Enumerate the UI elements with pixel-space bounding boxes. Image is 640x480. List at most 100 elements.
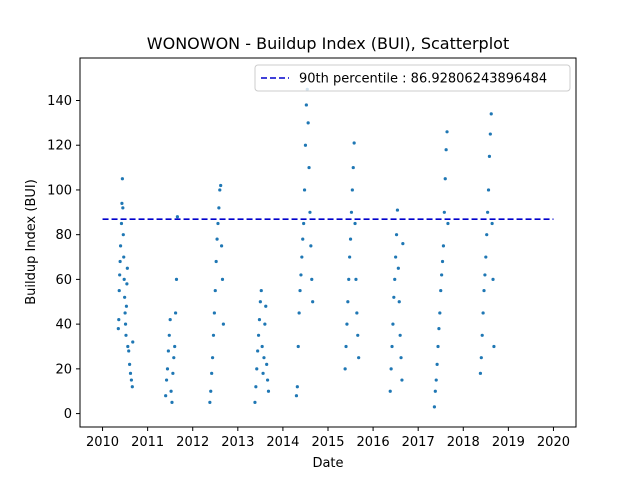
data-point: [265, 378, 270, 382]
data-point: [492, 344, 496, 349]
data-point: [350, 188, 354, 192]
data-point: [209, 389, 213, 393]
data-point: [438, 311, 442, 315]
data-point: [122, 277, 126, 281]
data-point: [392, 295, 396, 299]
data-point: [294, 394, 299, 398]
data-point: [173, 311, 178, 315]
data-point: [436, 344, 440, 349]
data-point: [400, 378, 404, 382]
data-point: [488, 132, 492, 136]
data-point: [264, 304, 268, 308]
data-point: [219, 183, 223, 188]
data-point: [255, 367, 259, 371]
data-point: [398, 333, 402, 337]
data-point: [349, 210, 354, 214]
data-point: [168, 318, 172, 322]
data-point: [172, 356, 176, 360]
x-axis-label: Date: [312, 456, 343, 471]
data-point: [397, 300, 401, 304]
data-point: [308, 210, 312, 214]
data-points: [116, 87, 496, 409]
legend-frame: [254, 64, 571, 92]
x-tick-label: 2015: [311, 435, 344, 450]
y-axis-label: Buildup Index (BUI): [24, 179, 39, 305]
data-point: [117, 288, 121, 293]
data-point: [221, 322, 225, 326]
data-point: [131, 340, 135, 344]
data-point: [390, 344, 394, 349]
x-tick-label: 2011: [131, 435, 164, 450]
data-point: [262, 356, 266, 360]
data-point: [302, 188, 307, 192]
data-point: [120, 177, 124, 181]
data-point: [116, 327, 120, 331]
data-point: [345, 322, 349, 326]
data-point: [491, 277, 495, 281]
data-point: [256, 349, 260, 353]
data-point: [118, 244, 123, 248]
data-point: [166, 349, 170, 353]
data-point: [299, 273, 303, 277]
data-point: [439, 288, 443, 293]
data-point: [121, 233, 125, 237]
data-point: [175, 215, 179, 219]
data-point: [343, 367, 347, 371]
data-point: [119, 221, 124, 226]
data-point: [441, 244, 446, 248]
x-tick-label: 2016: [357, 435, 390, 450]
data-point: [395, 208, 400, 212]
data-point: [295, 385, 299, 389]
chart-title: WONOWON - Buildup Index (BUI), Scatterpl…: [147, 34, 509, 53]
data-point: [353, 221, 357, 226]
data-point: [117, 318, 121, 322]
data-point: [485, 233, 489, 237]
data-point: [266, 389, 271, 393]
x-tick-label: 2020: [537, 435, 570, 450]
data-point: [304, 103, 308, 107]
data-point: [298, 288, 302, 293]
data-point: [125, 282, 129, 286]
y-tick-label: 0: [64, 407, 72, 422]
x-tick-label: 2013: [221, 435, 254, 450]
data-point: [126, 344, 130, 349]
data-point: [354, 277, 358, 281]
data-point: [483, 273, 487, 277]
data-point: [309, 244, 313, 248]
data-point: [173, 344, 177, 349]
data-point: [296, 344, 300, 349]
data-point: [478, 371, 483, 375]
data-point: [253, 400, 257, 404]
data-point: [443, 177, 447, 181]
data-point: [435, 362, 439, 366]
data-point: [445, 130, 449, 134]
data-point: [257, 318, 262, 322]
y-axis-ticks: 0 20 40 60 80 100 120 140: [47, 94, 80, 422]
data-point: [479, 356, 483, 360]
data-point: [444, 148, 448, 152]
data-point: [213, 288, 217, 293]
x-tick-label: 2017: [402, 435, 435, 450]
data-point: [164, 378, 169, 382]
data-point: [118, 273, 122, 277]
data-point: [434, 378, 438, 382]
data-point: [306, 121, 310, 125]
data-point: [437, 327, 441, 331]
data-point: [121, 206, 125, 210]
data-point: [210, 371, 214, 375]
data-point: [389, 367, 393, 371]
data-point: [391, 322, 395, 326]
data-point: [219, 244, 224, 248]
data-point: [254, 385, 258, 389]
y-tick-label: 140: [47, 94, 72, 109]
data-point: [310, 277, 314, 281]
data-point: [388, 389, 392, 393]
data-point: [490, 221, 494, 226]
x-tick-label: 2014: [266, 435, 299, 450]
data-point: [122, 255, 126, 259]
data-point: [216, 221, 220, 226]
data-point: [440, 259, 445, 264]
data-point: [256, 333, 261, 337]
data-point: [123, 311, 127, 315]
